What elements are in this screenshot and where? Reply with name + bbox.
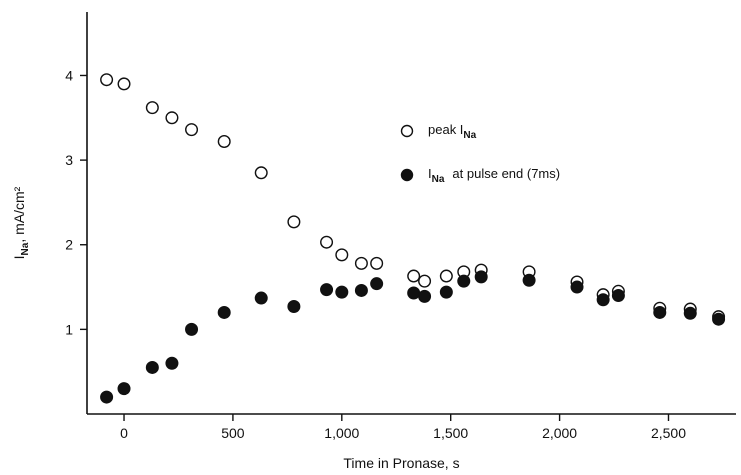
legend-label-pulse-end-sub: Na xyxy=(432,174,445,185)
data-point-pulse-end xyxy=(354,283,368,297)
data-point-pulse-end xyxy=(117,382,131,396)
y-ticks: 1 2 3 4 xyxy=(65,67,87,337)
data-point-pulse-end xyxy=(439,285,453,299)
x-tick-label: 1,000 xyxy=(324,425,359,441)
data-point-pulse-end xyxy=(474,270,488,284)
x-ticks: 0 500 1,000 1,500 2,000 2,500 xyxy=(120,414,686,441)
data-point-pulse-end xyxy=(596,293,610,307)
data-point-pulse-end xyxy=(217,305,231,319)
data-point-pulse-end xyxy=(165,356,179,370)
data-point-peak xyxy=(418,274,432,288)
y-tick-label: 2 xyxy=(65,237,73,253)
axes xyxy=(86,12,736,415)
data-point-peak xyxy=(354,256,368,270)
series-points xyxy=(100,73,726,404)
data-point-peak xyxy=(320,235,334,249)
legend-label-peak-sub: Na xyxy=(463,130,476,141)
data-point-peak xyxy=(100,73,114,87)
data-point-pulse-end xyxy=(457,274,471,288)
data-point-pulse-end xyxy=(185,322,199,336)
y-tick-label: 3 xyxy=(65,152,73,168)
x-axis-label: Time in Pronase, s xyxy=(343,455,459,471)
data-point-peak xyxy=(117,77,131,91)
legend: peak INa INa at pulse end (7ms) xyxy=(400,122,560,185)
legend-label-pulse-end-rest: at pulse end (7ms) xyxy=(452,166,560,181)
data-point-pulse-end xyxy=(254,291,268,305)
data-point-peak xyxy=(287,215,301,229)
data-point-pulse-end xyxy=(712,312,726,326)
data-point-pulse-end xyxy=(320,283,334,297)
data-point-peak xyxy=(145,101,159,115)
data-point-pulse-end xyxy=(335,285,349,299)
legend-label-peak: peak INa xyxy=(428,122,477,141)
data-point-pulse-end xyxy=(611,289,625,303)
data-point-pulse-end xyxy=(522,273,536,287)
y-axis-label-rest: , mA/cm² xyxy=(11,186,27,242)
x-tick-label: 0 xyxy=(120,425,128,441)
data-point-pulse-end xyxy=(418,289,432,303)
legend-marker-peak xyxy=(400,124,414,138)
x-tick-label: 2,000 xyxy=(542,425,577,441)
data-point-pulse-end xyxy=(570,280,584,294)
data-point-pulse-end xyxy=(407,286,421,300)
data-point-peak xyxy=(254,166,268,180)
data-point-peak xyxy=(407,269,421,283)
y-axis-label-main: I xyxy=(11,255,27,259)
data-point-peak xyxy=(370,256,384,270)
legend-label-pulse-end-main: I xyxy=(428,166,432,181)
y-tick-label: 1 xyxy=(65,321,73,337)
data-point-peak xyxy=(335,248,349,262)
data-point-pulse-end xyxy=(145,360,159,374)
data-point-pulse-end xyxy=(100,390,114,404)
y-axis-label: INa, mA/cm² xyxy=(11,186,31,259)
y-axis-label-sub: Na xyxy=(20,242,31,255)
x-tick-label: 500 xyxy=(221,425,245,441)
data-point-pulse-end xyxy=(287,300,301,314)
data-point-pulse-end xyxy=(370,277,384,291)
legend-label-pulse-end: INa at pulse end (7ms) xyxy=(428,166,560,185)
data-point-peak xyxy=(439,269,453,283)
data-point-pulse-end xyxy=(653,305,667,319)
data-point-peak xyxy=(165,111,179,125)
data-point-peak xyxy=(217,134,231,148)
x-tick-label: 1,500 xyxy=(433,425,468,441)
y-tick-label: 4 xyxy=(65,67,73,83)
legend-label-peak-main: peak I xyxy=(428,122,463,137)
legend-marker-pulse-end xyxy=(400,168,414,182)
x-tick-label: 2,500 xyxy=(651,425,686,441)
data-point-pulse-end xyxy=(683,306,697,320)
data-point-peak xyxy=(185,123,199,137)
